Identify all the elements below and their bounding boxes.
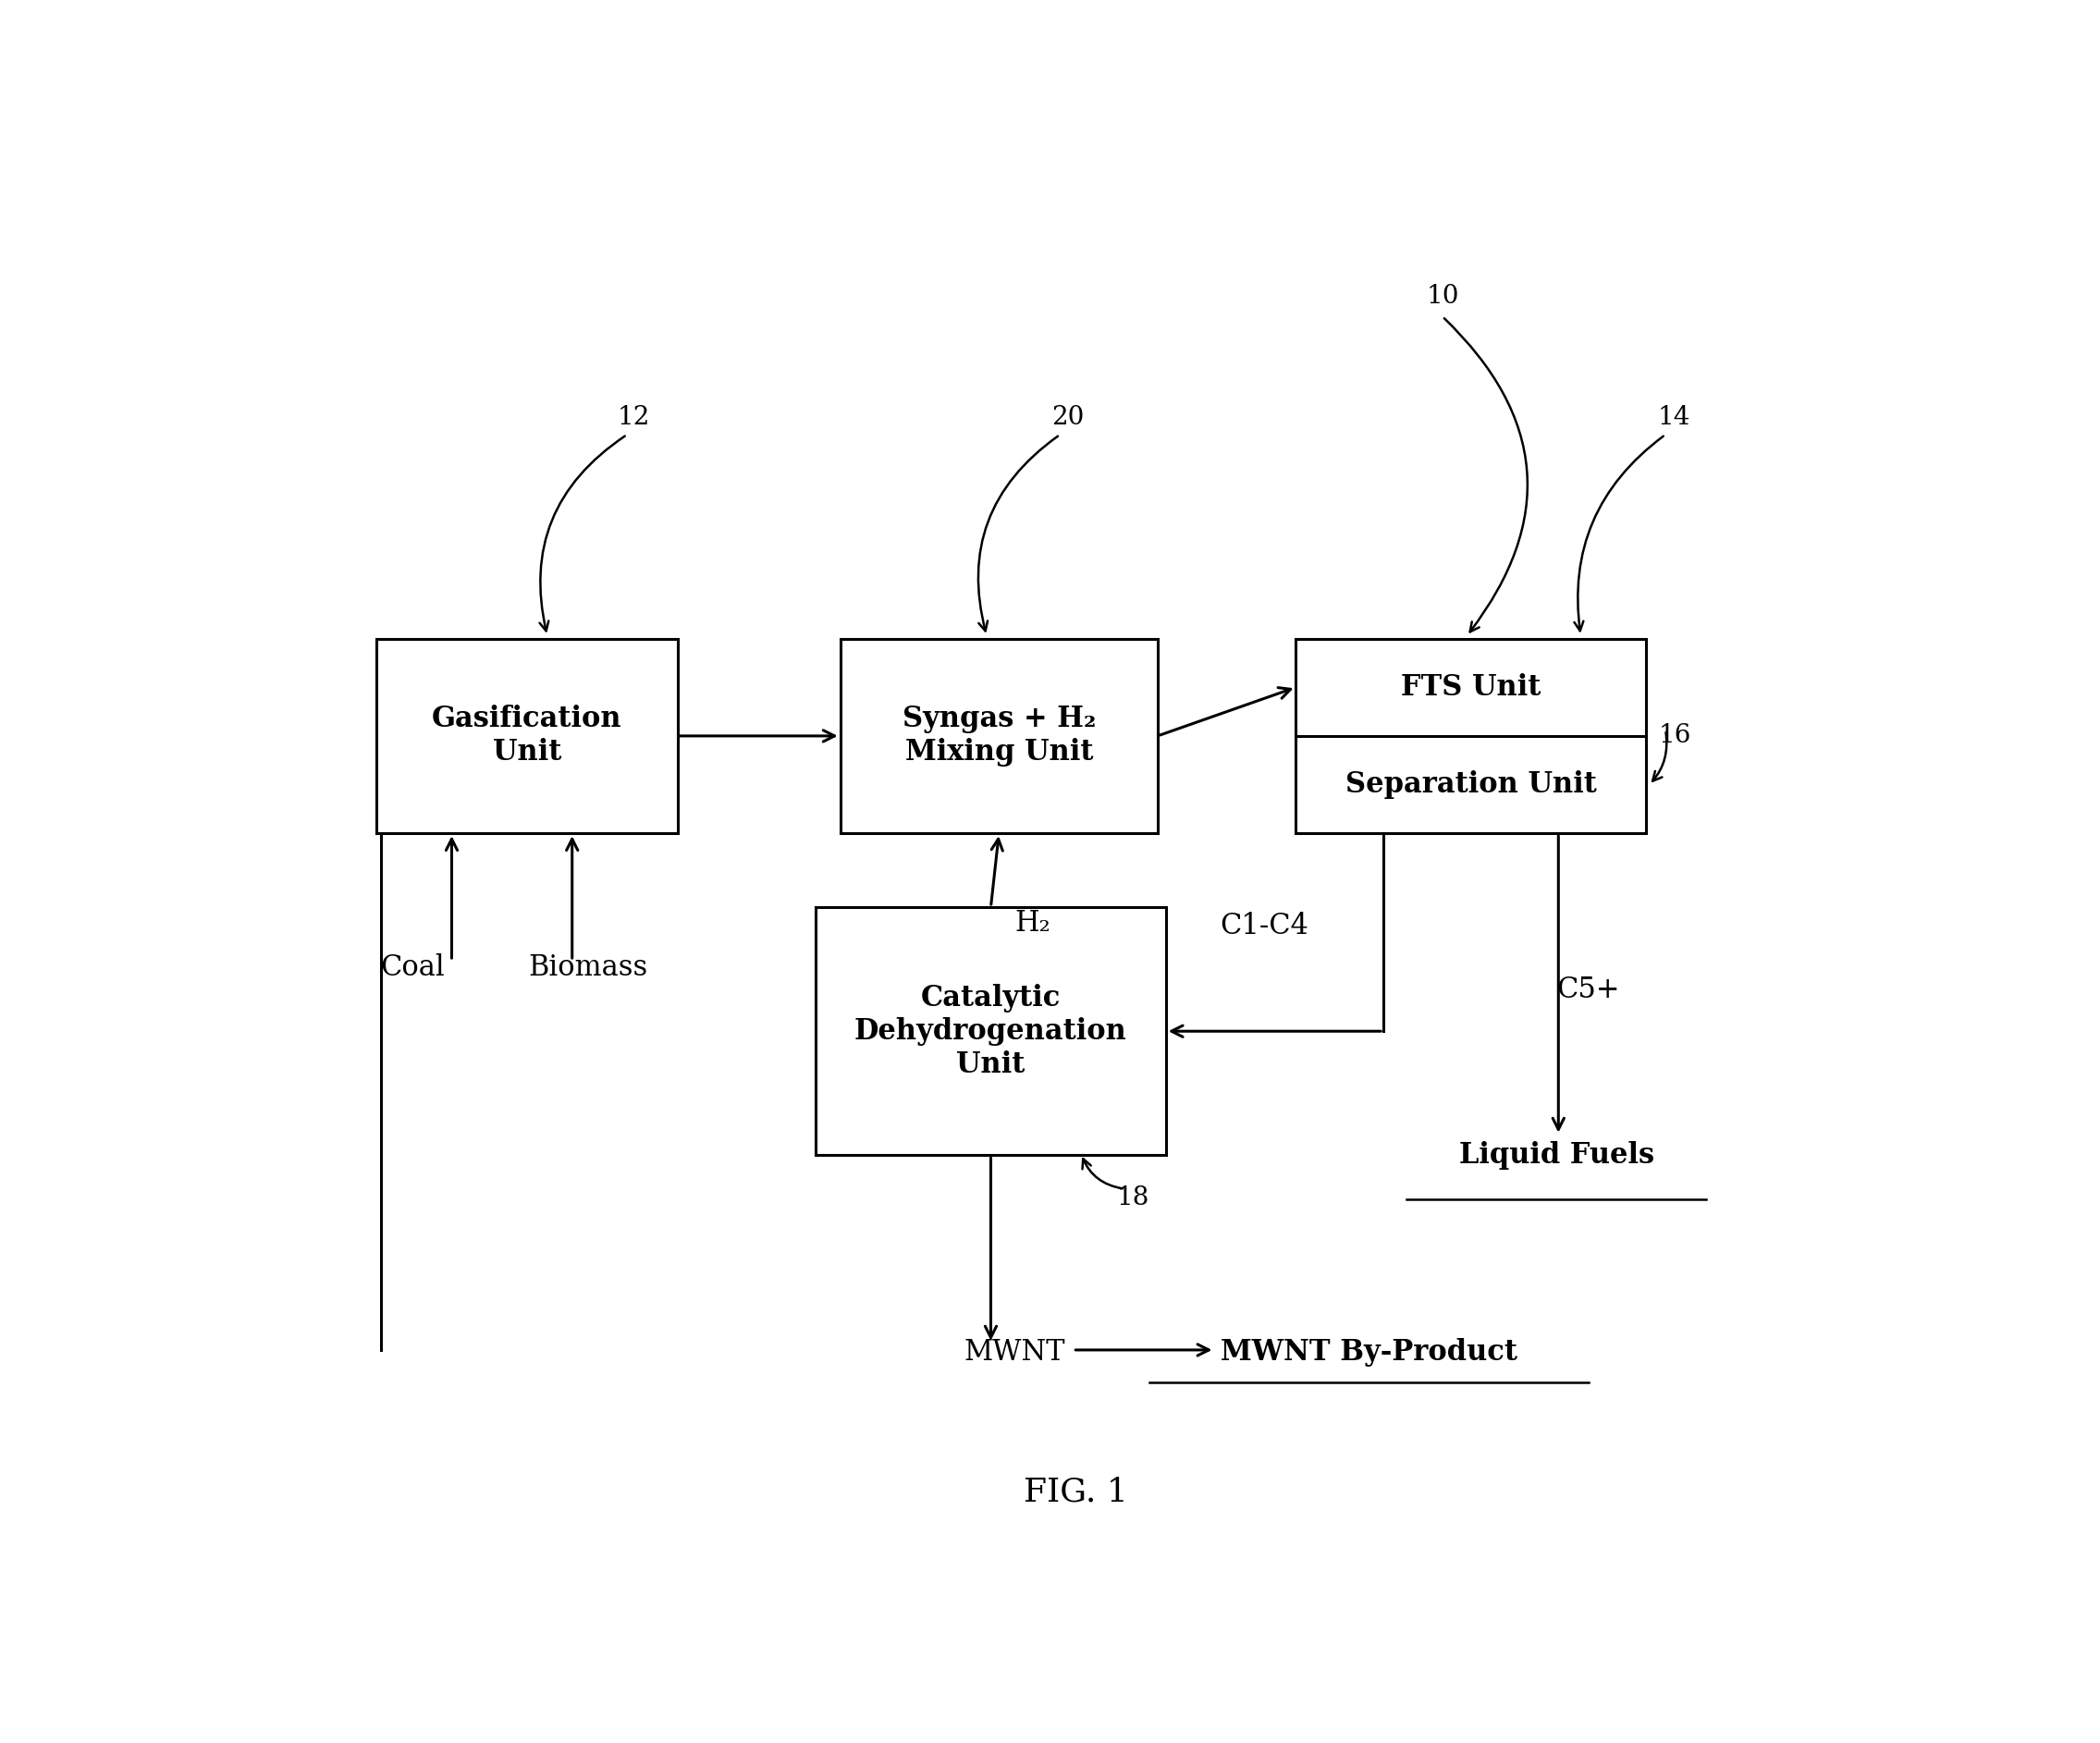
Text: 12: 12: [617, 404, 649, 431]
Bar: [815, 906, 1166, 1156]
Text: C5+: C5+: [1556, 976, 1619, 1004]
Bar: [840, 638, 1157, 833]
Text: Coal: Coal: [380, 953, 445, 981]
Bar: [376, 638, 678, 833]
Text: Syngas + H₂
Mixing Unit: Syngas + H₂ Mixing Unit: [903, 706, 1096, 767]
Text: H₂: H₂: [1014, 908, 1050, 938]
Text: 10: 10: [1426, 284, 1459, 309]
Text: 16: 16: [1659, 723, 1691, 748]
Bar: [1296, 638, 1646, 833]
Text: MWNT By-Product: MWNT By-Product: [1220, 1339, 1518, 1367]
Text: Gasification
Unit: Gasification Unit: [433, 706, 622, 767]
Text: 14: 14: [1657, 404, 1691, 431]
Text: 18: 18: [1117, 1185, 1149, 1211]
Text: 20: 20: [1052, 404, 1084, 431]
Text: FTS Unit: FTS Unit: [1401, 673, 1541, 702]
Text: FIG. 1: FIG. 1: [1025, 1476, 1128, 1508]
Text: Biomass: Biomass: [529, 953, 647, 981]
Text: C1-C4: C1-C4: [1220, 912, 1308, 939]
Text: Catalytic
Dehydrogenation
Unit: Catalytic Dehydrogenation Unit: [855, 983, 1128, 1079]
Text: Liquid Fuels: Liquid Fuels: [1459, 1142, 1655, 1170]
Text: MWNT: MWNT: [964, 1339, 1065, 1367]
Text: Separation Unit: Separation Unit: [1346, 770, 1596, 798]
